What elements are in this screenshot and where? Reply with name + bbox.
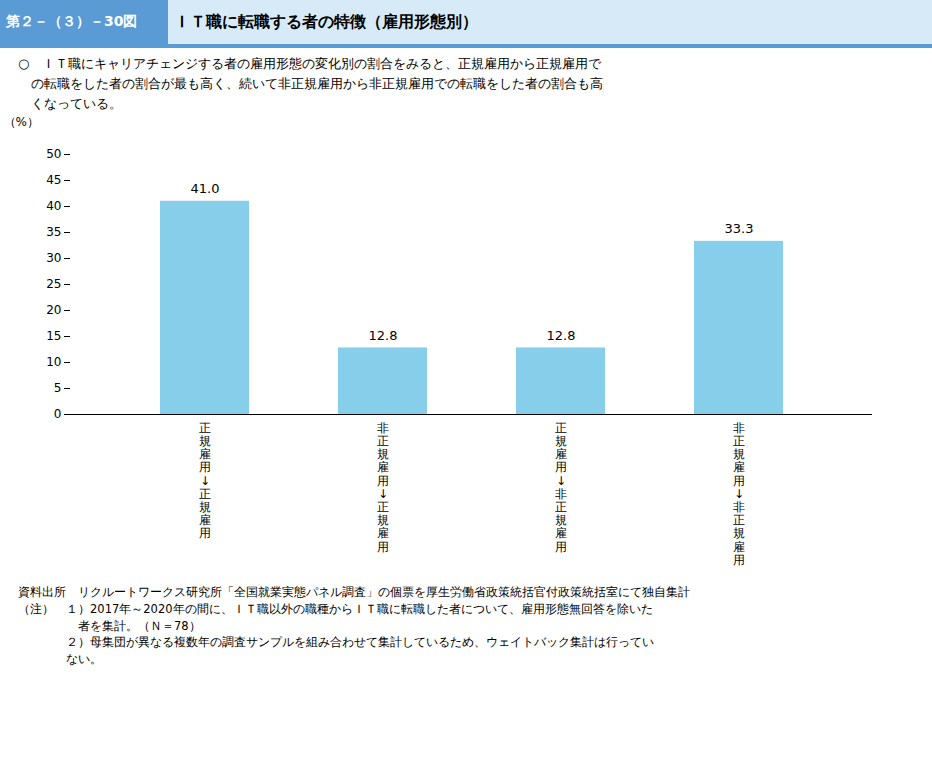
svg-text:12.8: 12.8 bbox=[369, 328, 398, 343]
svg-text:非正規雇用↓非正規雇用: 非正規雇用↓非正規雇用 bbox=[733, 421, 745, 567]
html-text:○ ＩＴ職にキャリアチェンジする者の雇用形態の変化別の割合を: ○ ＩＴ職にキャリアチェンジする者の雇用形態の変化別の割合をみると、正規雇用から… bbox=[18, 56, 603, 112]
svg-text:15: 15 bbox=[46, 330, 61, 344]
svg-text:45: 45 bbox=[46, 174, 61, 188]
html-text:ＩＴ職に転職する者の特徴（雇用形態別）: ＩＴ職に転職する者の特徴（雇用形態別） bbox=[173, 11, 478, 31]
svg-text:10: 10 bbox=[46, 356, 61, 370]
svg-text:20: 20 bbox=[46, 304, 61, 318]
svg-text:30: 30 bbox=[46, 252, 61, 266]
html-text:ない。: ない。 bbox=[18, 652, 102, 667]
svg-text:0: 0 bbox=[54, 408, 62, 422]
html-text:２）母集団が異なる複数年の調査サンプルを組み合わせて集計して: ２）母集団が異なる複数年の調査サンプルを組み合わせて集計しているため、ウェイトバ… bbox=[18, 635, 654, 650]
svg-text:33.3: 33.3 bbox=[725, 222, 754, 237]
svg-text:非正規雇用↓正規雇用: 非正規雇用↓正規雇用 bbox=[377, 421, 389, 554]
svg-text:12.8: 12.8 bbox=[547, 328, 576, 343]
html-text:（注） １）2017年～2020年の間に、ＩＴ職以外の職種か: （注） １）2017年～2020年の間に、ＩＴ職以外の職種からＩＴ職に転職した者… bbox=[18, 602, 653, 617]
svg-text:正規雇用↓正規雇用: 正規雇用↓正規雇用 bbox=[199, 421, 211, 541]
html-text:第２－（３）－30図: 第２－（３）－30図 bbox=[6, 13, 138, 29]
svg-text:41.0: 41.0 bbox=[191, 182, 220, 197]
svg-text:35: 35 bbox=[46, 226, 61, 240]
svg-text:（%）: （%） bbox=[4, 115, 39, 129]
svg-text:5: 5 bbox=[54, 382, 62, 396]
html-text:者を集計。（Ｎ＝78）: 者を集計。（Ｎ＝78） bbox=[18, 618, 201, 633]
svg-text:25: 25 bbox=[46, 278, 61, 292]
svg-text:40: 40 bbox=[46, 200, 61, 214]
svg-text:50: 50 bbox=[46, 148, 61, 162]
html-text:資料出所 リクルートワークス研究所「全国就業実態パネル調査」: 資料出所 リクルートワークス研究所「全国就業実態パネル調査」の個票を厚生労働省政… bbox=[18, 585, 690, 600]
svg-text:正規雇用↓非正規雇用: 正規雇用↓非正規雇用 bbox=[555, 421, 567, 554]
